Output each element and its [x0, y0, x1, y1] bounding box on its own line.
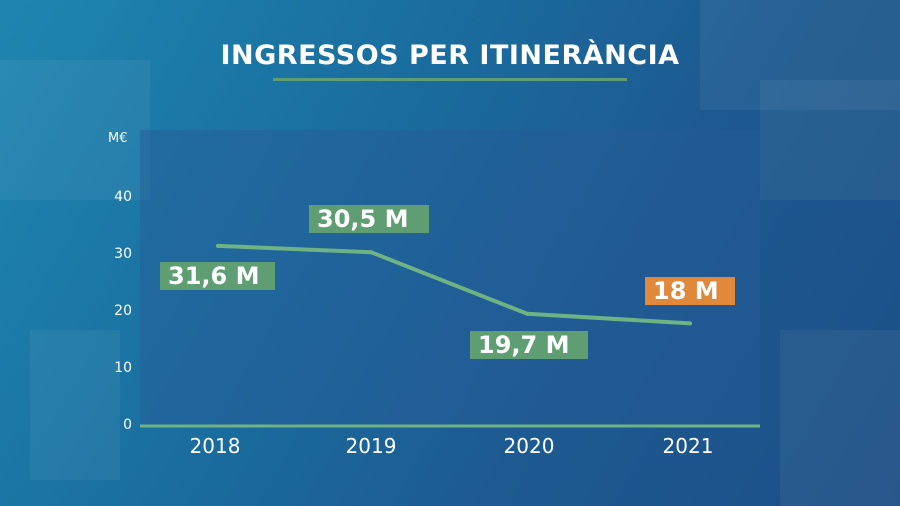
data-point-2018 [216, 244, 220, 248]
data-label-2018: 31,6 M [160, 262, 275, 290]
data-label-2021: 18 M [645, 277, 735, 305]
data-point-2019 [369, 250, 373, 254]
x-tick-label: 2019 [321, 434, 421, 458]
data-point-2021 [688, 321, 692, 325]
data-label-2020: 19,7 M [470, 331, 588, 359]
x-tick-label: 2018 [165, 434, 265, 458]
x-tick-label: 2021 [638, 434, 738, 458]
data-label-2019: 30,5 M [309, 205, 429, 233]
x-tick-label: 2020 [479, 434, 579, 458]
data-point-2020 [525, 312, 529, 316]
series-line [218, 246, 690, 324]
